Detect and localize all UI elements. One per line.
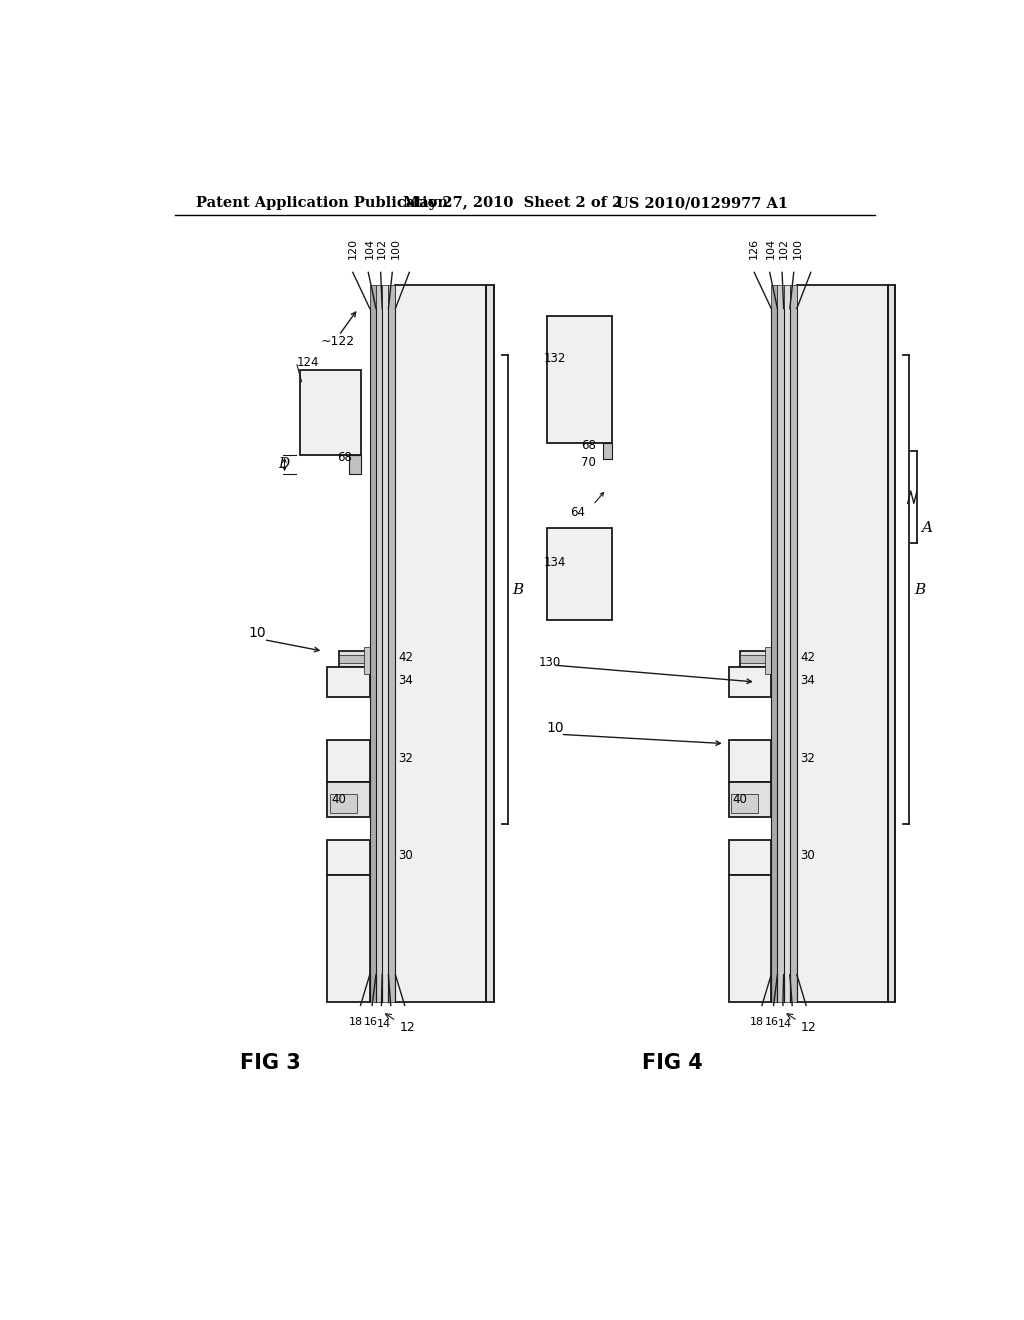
Text: B: B [512, 582, 523, 597]
Bar [547, 317, 612, 444]
Bar [330, 793, 356, 813]
Bar [771, 285, 777, 1002]
Text: 30: 30 [800, 849, 815, 862]
Bar [729, 667, 771, 697]
Text: FIG 3: FIG 3 [241, 1053, 301, 1073]
Text: 40: 40 [733, 792, 748, 805]
Text: 32: 32 [800, 752, 815, 766]
Text: ~122: ~122 [321, 335, 354, 348]
Text: 16: 16 [364, 1016, 378, 1027]
Bar [349, 455, 360, 474]
Bar [729, 781, 771, 817]
Text: 120: 120 [348, 238, 357, 259]
Bar [328, 875, 370, 1002]
Text: 70: 70 [582, 455, 596, 469]
Text: 12: 12 [801, 1020, 816, 1034]
Text: 132: 132 [544, 352, 566, 366]
Text: FIG 4: FIG 4 [642, 1053, 702, 1073]
Bar [370, 285, 376, 1002]
Text: 42: 42 [800, 651, 815, 664]
Text: US 2010/0129977 A1: US 2010/0129977 A1 [616, 197, 788, 210]
Text: 130: 130 [539, 656, 561, 669]
Text: 30: 30 [398, 849, 414, 862]
Bar [300, 370, 360, 455]
Text: 18: 18 [751, 1016, 764, 1027]
Bar [729, 840, 771, 875]
Text: 34: 34 [398, 675, 414, 686]
Bar [339, 651, 370, 667]
Bar [740, 655, 767, 663]
Text: May 27, 2010  Sheet 2 of 2: May 27, 2010 Sheet 2 of 2 [403, 197, 623, 210]
Bar [731, 793, 758, 813]
Bar [603, 444, 612, 459]
Bar [328, 739, 370, 781]
Bar [740, 651, 771, 667]
Bar [328, 840, 370, 875]
Text: 10: 10 [547, 721, 564, 735]
Bar [388, 285, 395, 1002]
Text: 42: 42 [398, 651, 414, 664]
Text: A: A [922, 521, 933, 535]
Text: 14: 14 [377, 1019, 391, 1030]
Text: Patent Application Publication: Patent Application Publication [197, 197, 449, 210]
Text: 104: 104 [766, 238, 776, 259]
Text: 102: 102 [377, 238, 387, 259]
Text: 16: 16 [765, 1016, 779, 1027]
Bar [729, 875, 771, 1002]
Bar [395, 285, 486, 1002]
Bar [765, 647, 771, 675]
Text: 100: 100 [391, 238, 401, 259]
Bar [364, 647, 370, 675]
Text: 134: 134 [544, 556, 566, 569]
Text: B: B [913, 582, 925, 597]
Bar [797, 285, 888, 1002]
Bar [382, 285, 388, 1002]
Bar [339, 655, 366, 663]
Text: 68: 68 [582, 440, 596, 453]
Bar [729, 739, 771, 781]
Bar [328, 667, 370, 697]
Bar [888, 285, 895, 1002]
Bar [547, 528, 612, 620]
Text: 40: 40 [332, 792, 346, 805]
Text: 124: 124 [297, 356, 319, 370]
Bar [328, 781, 370, 817]
Text: 100: 100 [793, 238, 803, 259]
Text: 14: 14 [778, 1019, 793, 1030]
Text: D: D [279, 457, 290, 471]
Text: 34: 34 [800, 675, 815, 686]
Bar [777, 285, 783, 1002]
Text: 126: 126 [750, 238, 759, 259]
Text: 10: 10 [248, 627, 266, 640]
Bar [790, 285, 797, 1002]
Text: 104: 104 [365, 238, 375, 259]
Bar [486, 285, 494, 1002]
Bar [783, 285, 790, 1002]
Text: 12: 12 [399, 1020, 415, 1034]
Text: 64: 64 [569, 506, 585, 519]
Text: 102: 102 [778, 238, 788, 259]
Bar [376, 285, 382, 1002]
Text: 68: 68 [337, 450, 352, 463]
Text: 18: 18 [349, 1016, 362, 1027]
Text: 32: 32 [398, 752, 414, 766]
